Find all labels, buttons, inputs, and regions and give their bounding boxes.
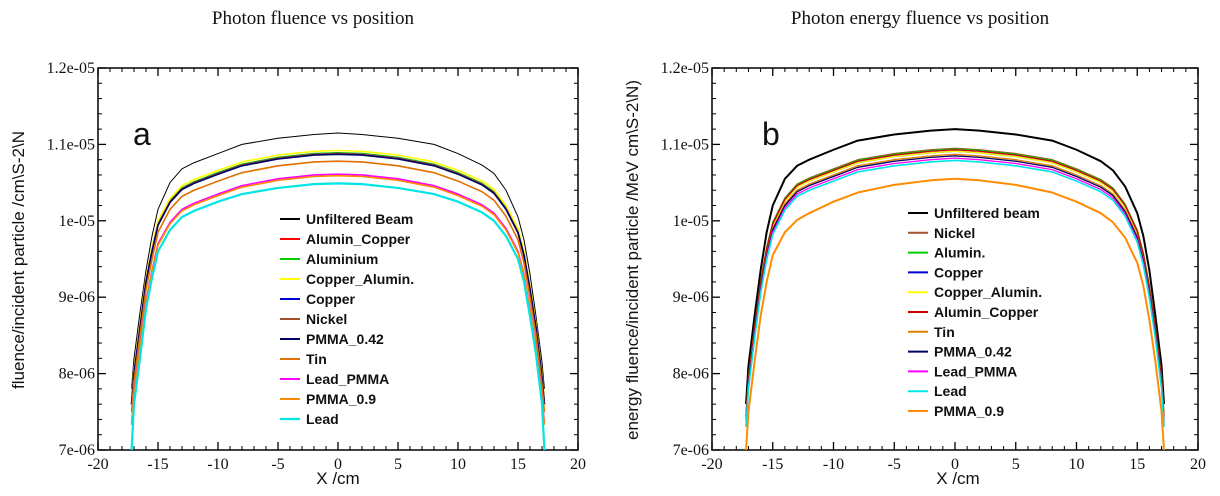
chart-panel-b: Photon energy fluence vs position b X /c… (623, 8, 1206, 488)
x-tick-label: -5 (888, 456, 901, 473)
chart-title: Photon energy fluence vs position (791, 8, 1050, 29)
x-tick-label: 15 (510, 456, 526, 473)
x-tick-label: 5 (394, 456, 402, 473)
legend-label: Copper (934, 264, 984, 280)
legend-label: Unfiltered Beam (306, 211, 413, 227)
series-line-pmma-0-9 (745, 177, 1165, 450)
panel-label: b (762, 116, 780, 152)
series-line-lead (745, 159, 1165, 428)
legend-label: Unfiltered beam (934, 205, 1040, 221)
legend-label: Aluminium (306, 251, 378, 267)
series-group (745, 128, 1165, 450)
series-line-alumin-copper (745, 149, 1165, 417)
chart-panel-a: Photon fluence vs position a X /cm fluen… (9, 8, 586, 488)
legend-label: Alumin_Copper (934, 304, 1039, 320)
x-tick-label: 10 (450, 456, 466, 473)
legend: Unfiltered beam Nickel Alumin. Copper Copper… (908, 205, 1042, 419)
series-line-copper-alumin- (130, 149, 546, 401)
series-group (130, 132, 546, 450)
legend-label: PMMA_0.42 (934, 344, 1012, 360)
legend-label: PMMA_0.42 (306, 331, 384, 347)
legend-label: Lead_PMMA (934, 363, 1017, 379)
legend-label: Alumin_Copper (306, 231, 411, 247)
x-tick-label: 0 (334, 456, 342, 473)
x-tick-label: -10 (823, 456, 844, 473)
y-tick-label: 1.2e-05 (661, 60, 709, 77)
x-axis-label: X /cm (316, 469, 359, 488)
panel-label: a (133, 116, 151, 152)
x-tick-label: -20 (701, 456, 722, 473)
y-tick-label: 8e-06 (673, 366, 709, 383)
legend-label: Lead (306, 411, 339, 427)
legend-label: Nickel (934, 225, 975, 241)
legend-label: Alumin. (934, 245, 985, 261)
legend-label: Lead (934, 383, 967, 399)
series-line-unfiltered-beam (131, 132, 545, 389)
series-line-unfiltered-beam (745, 128, 1165, 405)
x-tick-label: -5 (271, 456, 284, 473)
y-tick-label: 8e-06 (59, 366, 95, 383)
x-tick-label: 20 (570, 456, 586, 473)
x-tick-label: -10 (207, 456, 228, 473)
x-tick-label: 15 (1129, 456, 1145, 473)
x-tick-label: -15 (762, 456, 783, 473)
x-axis-label: X /cm (936, 469, 979, 488)
y-tick-label: 7e-06 (673, 442, 709, 459)
x-tick-label: 0 (951, 456, 959, 473)
y-axis-label: fluence/incident particle /cm\S-2\N (9, 131, 28, 389)
legend-label: Copper_Alumin. (306, 271, 414, 287)
legend-label: Copper (306, 291, 356, 307)
y-tick-label: 1.2e-05 (47, 60, 95, 77)
y-tick-label: 1e-05 (59, 213, 95, 230)
series-line-pmma-0-9 (130, 174, 546, 425)
series-line-tin (130, 160, 546, 412)
series-line-pmma-0-42 (130, 153, 546, 405)
y-tick-label: 1e-05 (673, 213, 709, 230)
legend-label: Copper_Alumin. (934, 284, 1042, 300)
x-tick-label: -20 (87, 456, 108, 473)
legend-label: PMMA_0.9 (306, 391, 376, 407)
y-tick-label: 1.1e-05 (661, 136, 709, 153)
legend: Unfiltered Beam Alumin_Copper Aluminium Cop… (280, 211, 414, 427)
legend-label: Tin (934, 324, 955, 340)
x-tick-label: -15 (147, 456, 168, 473)
legend-label: PMMA_0.9 (934, 403, 1004, 419)
legend-label: Nickel (306, 311, 347, 327)
series-line-lead (130, 182, 546, 450)
y-axis-label: energy fluence/incident particle /MeV cm… (623, 80, 642, 440)
y-tick-label: 9e-06 (59, 289, 95, 306)
y-tick-label: 1.1e-05 (47, 136, 95, 153)
chart-title: Photon fluence vs position (212, 8, 415, 29)
x-tick-label: 5 (1012, 456, 1020, 473)
x-tick-label: 20 (1190, 456, 1206, 473)
legend-label: Lead_PMMA (306, 371, 389, 387)
x-tick-label: 10 (1069, 456, 1085, 473)
y-tick-label: 7e-06 (59, 442, 95, 459)
y-tick-label: 9e-06 (673, 289, 709, 306)
legend-label: Tin (306, 351, 327, 367)
